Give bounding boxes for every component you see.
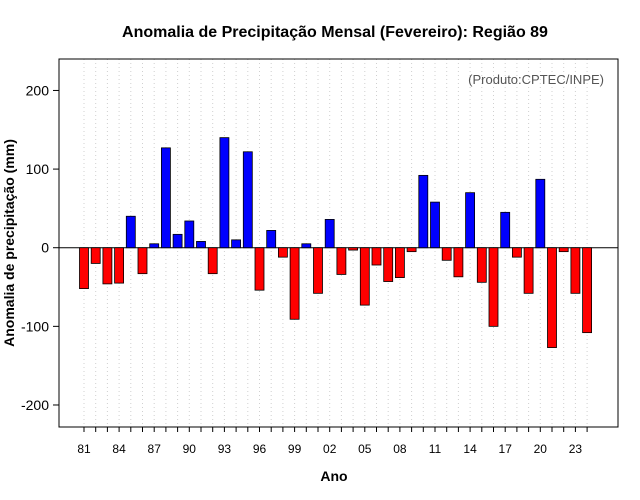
x-tick-label: 93: [218, 442, 232, 456]
x-tick-label: 90: [183, 442, 197, 456]
bar-1998: [277, 247, 288, 258]
x-tick-label: 81: [77, 442, 91, 456]
x-tick-label: 08: [393, 442, 407, 456]
bar-1986: [137, 247, 148, 275]
x-tick-label: 87: [148, 442, 162, 456]
bar-2005: [359, 247, 370, 306]
bar-1993: [219, 137, 230, 249]
bar-2007: [383, 247, 394, 282]
x-axis-label: Ano: [320, 468, 347, 484]
credit-text: (Produto:CPTEC/INPE): [468, 72, 604, 87]
bar-1997: [266, 230, 277, 249]
bar-2014: [465, 192, 476, 249]
bar-2006: [371, 247, 382, 266]
bar-2011: [430, 201, 440, 249]
bar-1991: [196, 241, 206, 249]
y-tick-label: 0: [41, 240, 49, 256]
bar-2004: [348, 247, 359, 251]
grid: [83, 59, 588, 427]
y-axis-label: Anomalia de precipitação (mm): [1, 139, 17, 347]
bar-1990: [184, 220, 195, 249]
x-tick-label: 20: [534, 442, 548, 456]
bar-2009: [406, 247, 417, 253]
bar-1985: [125, 215, 136, 249]
bar-1981: [79, 247, 89, 290]
bar-1995: [242, 151, 253, 249]
bar-1989: [172, 233, 183, 249]
bar-2003: [336, 247, 347, 275]
y-tick-label: 100: [26, 161, 50, 177]
bar-1992: [207, 247, 218, 275]
bar-2010: [418, 174, 429, 249]
bar-2024: [582, 247, 592, 334]
bar-2020: [535, 178, 546, 249]
bar-1999: [289, 247, 300, 320]
bar-2015: [476, 247, 487, 283]
bar-2021: [547, 247, 557, 348]
bar-2018: [512, 247, 522, 258]
x-axis: 81 84 87 90 93 96 99 02 05 08 11 14 17 20 23: [77, 427, 588, 456]
bar-1994: [231, 239, 242, 249]
bar-1984: [114, 247, 124, 284]
x-tick-label: 05: [358, 442, 372, 456]
x-tick-label: 99: [288, 442, 302, 456]
y-axis: -200 -100 0 100 200: [21, 82, 59, 413]
chart-title: Anomalia de Precipitação Mensal (Feverei…: [122, 24, 548, 41]
bar-2013: [453, 247, 464, 278]
bar-1983: [102, 247, 113, 285]
bars: [79, 137, 592, 348]
x-tick-label: 96: [253, 442, 267, 456]
x-tick-label: 14: [463, 442, 477, 456]
x-tick-label: 84: [112, 442, 126, 456]
bar-2017: [500, 211, 511, 249]
bar-1996: [254, 247, 265, 291]
bar-2022: [558, 247, 569, 253]
x-tick-label: 23: [569, 442, 583, 456]
bar-2008: [394, 247, 405, 278]
bar-1987: [149, 243, 160, 249]
bar-2023: [570, 247, 581, 294]
bar-2016: [488, 247, 499, 327]
bar-2000: [301, 243, 312, 249]
bar-1988: [160, 147, 171, 249]
bar-2012: [441, 247, 452, 261]
y-tick-label: -200: [21, 397, 49, 413]
x-tick-label: 17: [499, 442, 513, 456]
bar-2002: [324, 219, 335, 249]
bar-2019: [523, 247, 534, 294]
bar-1982: [90, 247, 101, 264]
bar-2001: [313, 247, 323, 294]
x-tick-label: 11: [429, 442, 442, 456]
y-tick-label: 200: [26, 82, 50, 98]
x-tick-label: 02: [323, 442, 337, 456]
y-tick-label: -100: [21, 318, 49, 334]
plot-frame: [58, 58, 619, 428]
